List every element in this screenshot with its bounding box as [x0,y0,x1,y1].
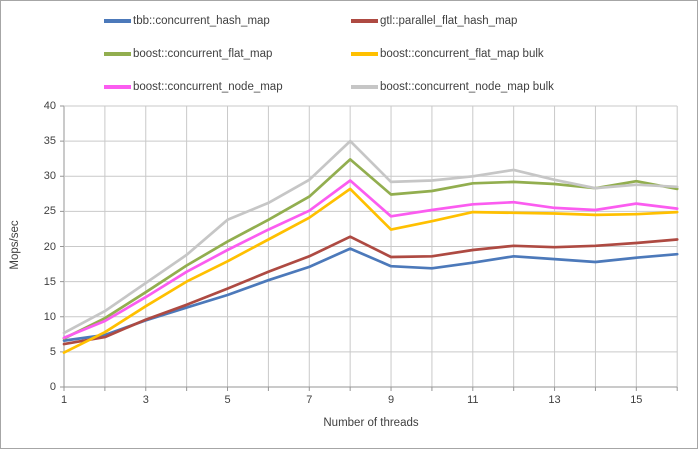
x-tick-label: 13 [548,394,561,406]
y-tick-label: 20 [43,240,56,253]
series-line [62,158,679,340]
legend-label: boost::concurrent_flat_map bulk [380,47,544,60]
legend-line-marker [104,84,131,89]
legend-label: tbb::concurrent_hash_map [133,14,270,27]
legend-item: tbb::concurrent_hash_map [104,10,351,31]
x-tick-label: 5 [224,394,231,406]
x-tick-label: 7 [306,394,313,406]
x-tick-label: 9 [387,394,395,406]
y-tick-label: 5 [49,345,56,358]
x-tick-label: 15 [630,394,643,406]
legend-label: boost::concurrent_node_map [133,80,283,93]
legend-line-marker [351,18,378,23]
x-tick-label: 11 [467,394,479,406]
legend-label: boost::concurrent_node_map bulk [380,80,554,93]
x-tick-label: 1 [60,394,68,406]
y-axis-title: Mops/sec [9,220,21,270]
y-tick-label: 0 [49,381,56,393]
legend-item: boost::concurrent_node_map bulk [351,76,554,97]
series-line [62,179,679,340]
series-line [62,235,679,346]
legend-line-marker [104,51,131,56]
legend-line-marker [351,84,378,89]
x-tick-label: 3 [142,394,149,406]
x-axis-title: Number of threads [323,417,419,429]
y-tick-label: 35 [43,135,56,148]
legend-line-marker [351,51,378,56]
series-line [62,247,679,342]
legend-label: gtl::parallel_flat_hash_map [380,14,518,27]
series-line [62,139,679,335]
y-tick-label: 10 [43,310,56,323]
y-tick-label: 40 [43,100,56,112]
series-line [62,187,679,354]
legend-item: boost::concurrent_flat_map [104,43,351,64]
legend-label: boost::concurrent_flat_map [133,47,273,60]
y-tick-label: 15 [43,275,56,288]
legend: tbb::concurrent_hash_map gtl::parallel_fl… [104,10,554,97]
y-tick-label: 30 [43,170,56,183]
y-tick-label: 25 [43,205,56,218]
legend-item: gtl::parallel_flat_hash_map [351,10,554,31]
legend-item: boost::concurrent_flat_map bulk [351,43,554,64]
legend-item: boost::concurrent_node_map [104,76,351,97]
legend-line-marker [104,18,131,23]
